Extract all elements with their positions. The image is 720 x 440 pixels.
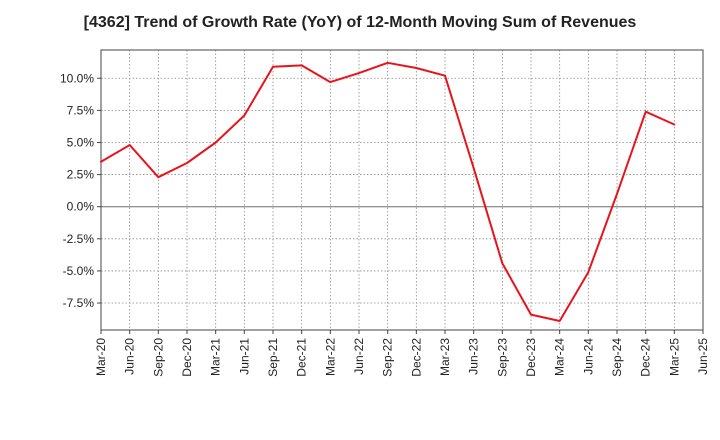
chart-title: [4362] Trend of Growth Rate (YoY) of 12-… bbox=[83, 14, 637, 31]
tick-labels: 10.0% 7.5% 5.0% 2.5% 0.0% -2.5% -5.0% -7.5% Mar-… bbox=[60, 71, 710, 376]
x-tick-label: Jun-23 bbox=[467, 338, 481, 375]
x-tick-label: Jun-22 bbox=[352, 338, 366, 375]
plot-frame bbox=[100, 49, 704, 331]
x-tick-label: Jun-21 bbox=[237, 338, 251, 375]
y-tick-label: -7.5% bbox=[63, 296, 95, 310]
y-tick-label: -2.5% bbox=[63, 232, 95, 246]
x-tick-label: Jun-24 bbox=[581, 338, 595, 375]
x-tick-label: Sep-23 bbox=[495, 338, 509, 377]
x-tick-label: Mar-25 bbox=[667, 338, 681, 376]
y-tick-label: 7.5% bbox=[67, 103, 95, 117]
y-tick-label: 10.0% bbox=[60, 71, 94, 85]
x-tick-label: Jun-25 bbox=[696, 338, 710, 375]
y-tick-label: 2.5% bbox=[67, 168, 95, 182]
x-tick-label: Sep-24 bbox=[610, 338, 624, 377]
gridlines bbox=[100, 50, 704, 330]
x-tick-label: Dec-22 bbox=[409, 338, 423, 377]
x-tick-label: Mar-22 bbox=[323, 338, 337, 376]
y-tick-label: 5.0% bbox=[67, 135, 95, 149]
x-tick-label: Jun-20 bbox=[123, 338, 137, 375]
x-tick-label: Mar-24 bbox=[553, 338, 567, 376]
y-tick-label: 0.0% bbox=[67, 200, 95, 214]
x-tick-label: Mar-20 bbox=[94, 338, 108, 376]
x-tick-label: Dec-24 bbox=[639, 338, 653, 377]
x-tick-label: Sep-20 bbox=[151, 338, 165, 377]
x-tick-label: Dec-20 bbox=[180, 338, 194, 377]
x-tick-label: Dec-21 bbox=[295, 338, 309, 377]
series-layer bbox=[100, 61, 676, 322]
series-line bbox=[100, 61, 676, 322]
axes bbox=[97, 49, 704, 334]
x-tick-label: Mar-23 bbox=[438, 338, 452, 376]
x-tick-label: Dec-23 bbox=[524, 338, 538, 377]
y-tick-label: -5.0% bbox=[63, 264, 95, 278]
x-tick-label: Mar-21 bbox=[209, 338, 223, 376]
x-tick-label: Sep-21 bbox=[266, 338, 280, 377]
x-tick-label: Sep-22 bbox=[381, 338, 395, 377]
